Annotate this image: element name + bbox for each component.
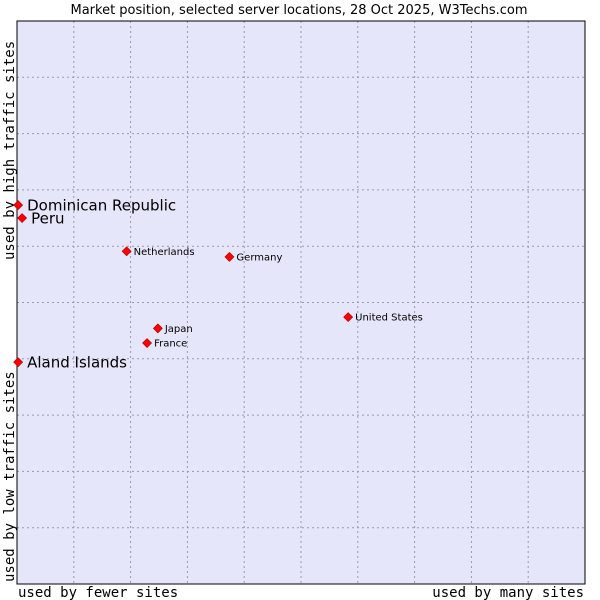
point-label-japan: Japan xyxy=(164,324,193,335)
point-label-united-states: United States xyxy=(355,313,423,324)
marker-peru xyxy=(17,213,28,223)
data-point-united-states: United States xyxy=(343,312,423,324)
x-axis-label-left: used by fewer sites xyxy=(18,585,178,600)
point-label-peru: Peru xyxy=(31,210,64,228)
y-axis-label-top: used by high traffic sites xyxy=(2,41,18,260)
marker-united-states xyxy=(343,312,354,323)
marker-netherlands xyxy=(121,246,132,257)
point-label-france: France xyxy=(154,339,187,350)
marker-aland-islands xyxy=(13,357,24,368)
data-point-netherlands: Netherlands xyxy=(121,246,195,258)
x-axis-label-right: used by many sites xyxy=(432,585,584,600)
marker-france xyxy=(142,338,152,348)
marker-japan xyxy=(152,323,163,334)
point-label-netherlands: Netherlands xyxy=(134,247,195,258)
point-label-germany: Germany xyxy=(236,252,282,263)
point-label-dominican-republic: Dominican Republic xyxy=(27,197,176,215)
data-point-france: France xyxy=(142,338,187,350)
marker-dominican-republic xyxy=(13,200,24,211)
data-point-aland-islands: Aland Islands xyxy=(13,354,127,372)
data-point-dominican-republic: Dominican Republic xyxy=(13,197,176,215)
marker-germany xyxy=(224,251,235,262)
data-point-germany: Germany xyxy=(224,251,282,263)
chart-title: Market position, selected server locatio… xyxy=(70,3,527,18)
plot-border xyxy=(16,20,586,585)
grid-lines xyxy=(17,21,585,584)
point-label-aland-islands: Aland Islands xyxy=(27,354,127,372)
data-point-peru: Peru xyxy=(17,210,65,228)
y-axis-label-bottom: used by low traffic sites xyxy=(2,371,18,582)
data-point-japan: Japan xyxy=(152,323,193,335)
